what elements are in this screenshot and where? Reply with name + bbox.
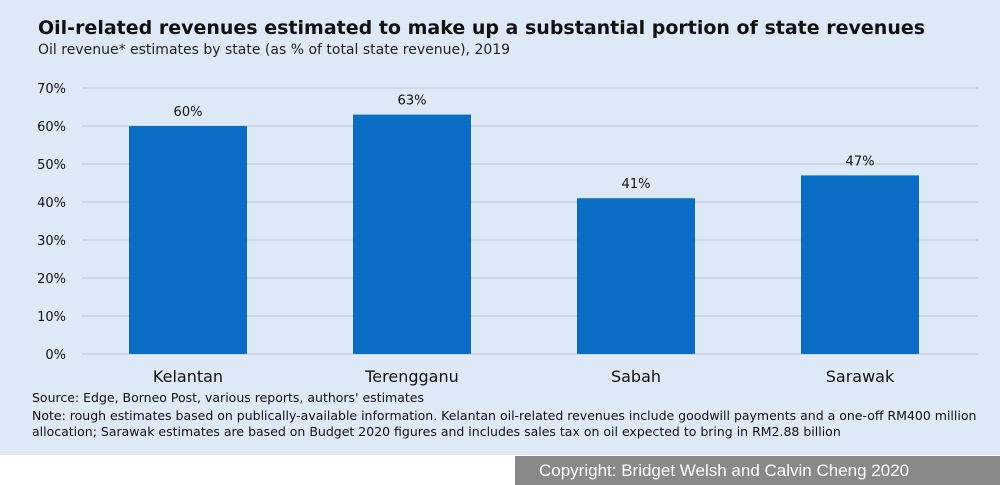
source-text: Source: Edge, Borneo Post, various repor… bbox=[32, 390, 424, 405]
copyright-banner: Copyright: Bridget Welsh and Calvin Chen… bbox=[515, 456, 1000, 485]
y-tick-label: 30% bbox=[37, 234, 66, 249]
x-tick-label: Kelantan bbox=[153, 367, 223, 386]
y-tick-label: 50% bbox=[37, 158, 66, 173]
note-text: Note: rough estimates based on publicall… bbox=[32, 408, 977, 439]
bars bbox=[129, 114, 919, 354]
x-tick-label: Terengganu bbox=[364, 367, 459, 386]
x-tick-label: Sarawak bbox=[826, 367, 895, 386]
y-tick-label: 60% bbox=[37, 120, 66, 135]
bar-chart: 0% 10% 20% 30% 40% 50% 60% 70% 60% 63% 41% 47% Kel… bbox=[37, 82, 978, 386]
y-tick-label: 0% bbox=[45, 348, 66, 363]
data-label: 41% bbox=[622, 177, 651, 192]
x-axis: Kelantan Terengganu Sabah Sarawak bbox=[153, 367, 895, 386]
bar-kelantan bbox=[129, 126, 247, 354]
x-tick-label: Sabah bbox=[611, 367, 661, 386]
data-label: 47% bbox=[846, 154, 875, 169]
y-axis: 0% 10% 20% 30% 40% 50% 60% 70% bbox=[37, 82, 66, 363]
y-tick-label: 40% bbox=[37, 196, 66, 211]
bar-sabah bbox=[577, 198, 695, 354]
chart-subtitle: Oil revenue* estimates by state (as % of… bbox=[38, 42, 511, 58]
bar-sarawak bbox=[801, 175, 919, 354]
data-labels: 60% 63% 41% 47% bbox=[174, 94, 875, 193]
data-label: 63% bbox=[398, 94, 427, 109]
y-tick-label: 20% bbox=[37, 272, 66, 287]
y-tick-label: 70% bbox=[37, 82, 66, 97]
chart-title: Oil-related revenues estimated to make u… bbox=[38, 17, 926, 39]
data-label: 60% bbox=[174, 105, 203, 120]
y-tick-label: 10% bbox=[37, 310, 66, 325]
bar-terengganu bbox=[353, 114, 471, 354]
